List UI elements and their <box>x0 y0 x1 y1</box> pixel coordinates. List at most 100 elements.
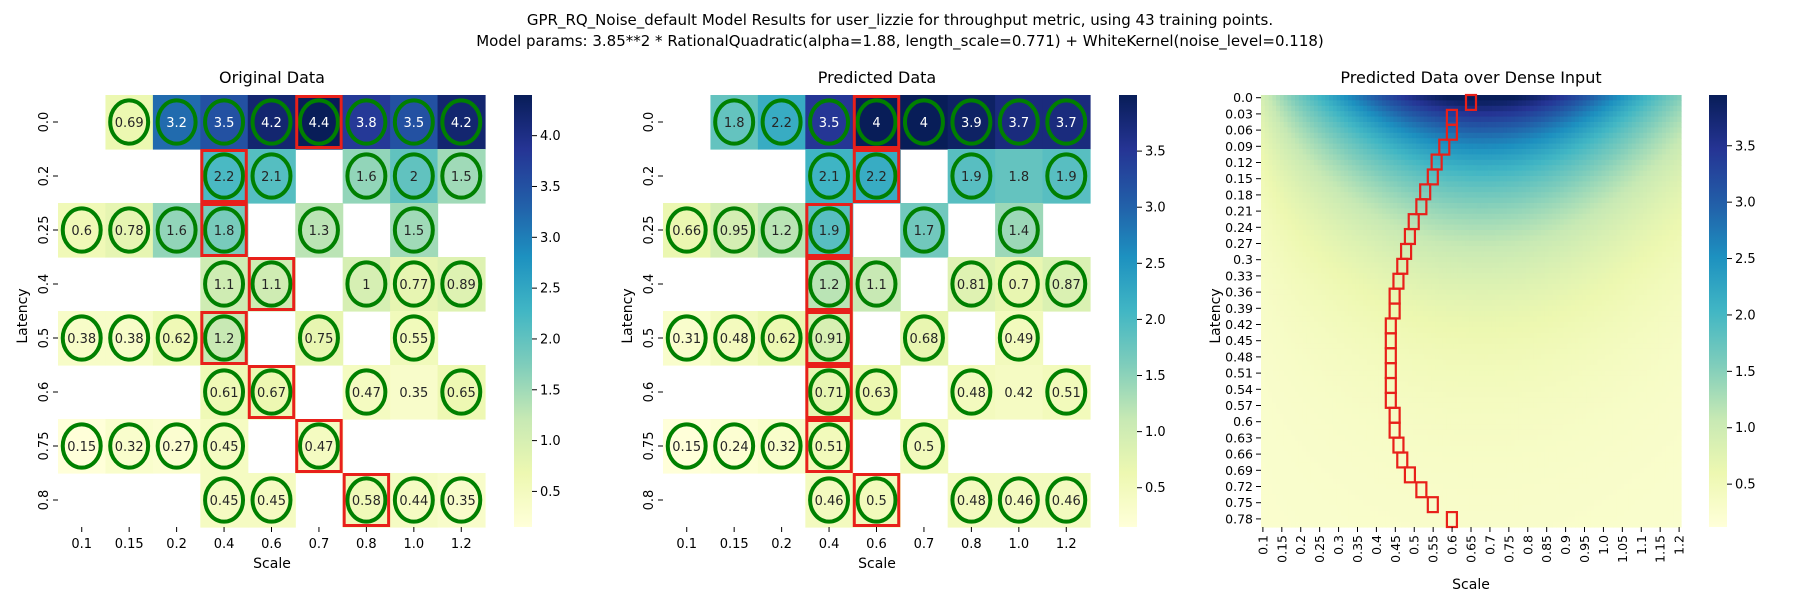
colorbar-tick-label: 0.5 <box>1145 481 1166 496</box>
dense-cell <box>1287 105 1292 112</box>
dense-cell <box>1348 230 1353 236</box>
dense-cell <box>1503 246 1508 253</box>
dense-cell <box>1669 311 1675 317</box>
dense-cell <box>1673 289 1678 296</box>
dense-cell <box>1321 165 1326 172</box>
dense-cell <box>1665 251 1671 258</box>
dense-cell <box>1295 192 1300 199</box>
dense-cell <box>1393 127 1398 134</box>
dense-cell <box>1416 165 1421 172</box>
dense-cell <box>1518 213 1523 220</box>
dense-cell <box>1287 278 1292 285</box>
dense-cell <box>1310 289 1315 296</box>
dense-cell <box>1416 138 1421 145</box>
y-axis-label: Latency <box>620 288 636 343</box>
dense-cell <box>1313 230 1319 236</box>
dense-cell <box>1616 95 1622 101</box>
dense-cell <box>1567 132 1572 139</box>
dense-cell <box>1563 300 1569 307</box>
dense-cell <box>1624 267 1629 274</box>
dense-cell <box>1401 213 1406 220</box>
dense-cell <box>1332 203 1338 209</box>
dense-cell <box>1559 149 1565 155</box>
dense-cell <box>1332 154 1338 161</box>
dense-cell <box>1665 294 1671 301</box>
heatmap-cell <box>437 149 486 204</box>
dense-cell <box>1639 138 1644 145</box>
dense-cell <box>1665 284 1671 290</box>
dense-cell <box>1279 208 1285 215</box>
dense-cell <box>1370 181 1376 188</box>
dense-cell <box>1559 262 1565 269</box>
dense-cell <box>1419 273 1425 280</box>
dense-cell <box>1336 197 1342 204</box>
dense-cell <box>1469 95 1474 101</box>
dense-cell <box>1646 165 1652 172</box>
dense-cell <box>1359 289 1364 296</box>
dense-cell <box>1612 305 1618 312</box>
dense-cell <box>1261 165 1266 172</box>
dense-cell <box>1646 240 1652 247</box>
dense-cell <box>1412 224 1417 231</box>
x-tick-label: 0.1 <box>71 537 92 552</box>
dense-cell <box>1571 100 1576 107</box>
dense-cell <box>1650 311 1656 317</box>
dense-cell <box>1397 127 1402 134</box>
dense-cell <box>1465 186 1470 193</box>
dense-cell <box>1370 105 1376 112</box>
dense-cell <box>1665 278 1671 285</box>
dense-cell <box>1578 138 1584 145</box>
dense-cell <box>1435 149 1440 155</box>
dense-cell <box>1662 203 1667 209</box>
dense-cell <box>1522 143 1527 150</box>
dense-cell <box>1291 316 1296 323</box>
dense-cell <box>1503 111 1508 118</box>
dense-cell <box>1586 105 1591 112</box>
dense-cell <box>1677 262 1682 269</box>
dense-cell <box>1522 257 1527 263</box>
dense-cell <box>1635 122 1640 128</box>
dense-cell <box>1563 111 1569 118</box>
dense-cell <box>1442 311 1447 317</box>
dense-cell <box>1506 111 1512 118</box>
dense-cell <box>1423 300 1429 307</box>
heatmap-cell <box>805 311 854 366</box>
dense-cell <box>1329 159 1334 166</box>
dense-cell <box>1631 305 1637 312</box>
cell-value-label: 1.6 <box>356 170 377 185</box>
dense-cell <box>1533 311 1538 317</box>
dense-cell <box>1597 219 1603 226</box>
dense-cell <box>1374 192 1379 199</box>
dense-cell <box>1552 213 1557 220</box>
dense-cell <box>1658 230 1663 236</box>
dense-cell <box>1639 213 1644 220</box>
dense-cell <box>1612 235 1618 242</box>
dense-cell <box>1469 203 1474 209</box>
dense-cell <box>1567 203 1572 209</box>
dense-cell <box>1344 165 1349 172</box>
dense-cell <box>1351 192 1357 199</box>
dense-cell <box>1654 203 1659 209</box>
dense-cell <box>1620 100 1625 107</box>
training-point-circle <box>997 206 1040 254</box>
dense-cell <box>1643 165 1648 172</box>
dense-cell <box>1673 230 1678 236</box>
dense-cell <box>1344 316 1349 323</box>
dense-cell <box>1385 154 1391 161</box>
dense-cell <box>1586 181 1591 188</box>
dense-cell <box>1662 116 1667 123</box>
dense-cell <box>1488 95 1493 101</box>
dense-cell <box>1503 294 1508 301</box>
dense-cell <box>1639 273 1644 280</box>
dense-cell <box>1264 278 1270 285</box>
dense-cell <box>1506 213 1512 220</box>
dense-cell <box>1469 186 1474 193</box>
dense-cell <box>1427 105 1432 112</box>
dense-cell <box>1677 213 1682 220</box>
dense-cell <box>1548 284 1553 290</box>
dense-cell <box>1332 105 1338 112</box>
dense-cell <box>1272 111 1277 118</box>
dense-cell <box>1469 235 1474 242</box>
dense-cell <box>1370 203 1376 209</box>
dense-cell <box>1295 203 1300 209</box>
